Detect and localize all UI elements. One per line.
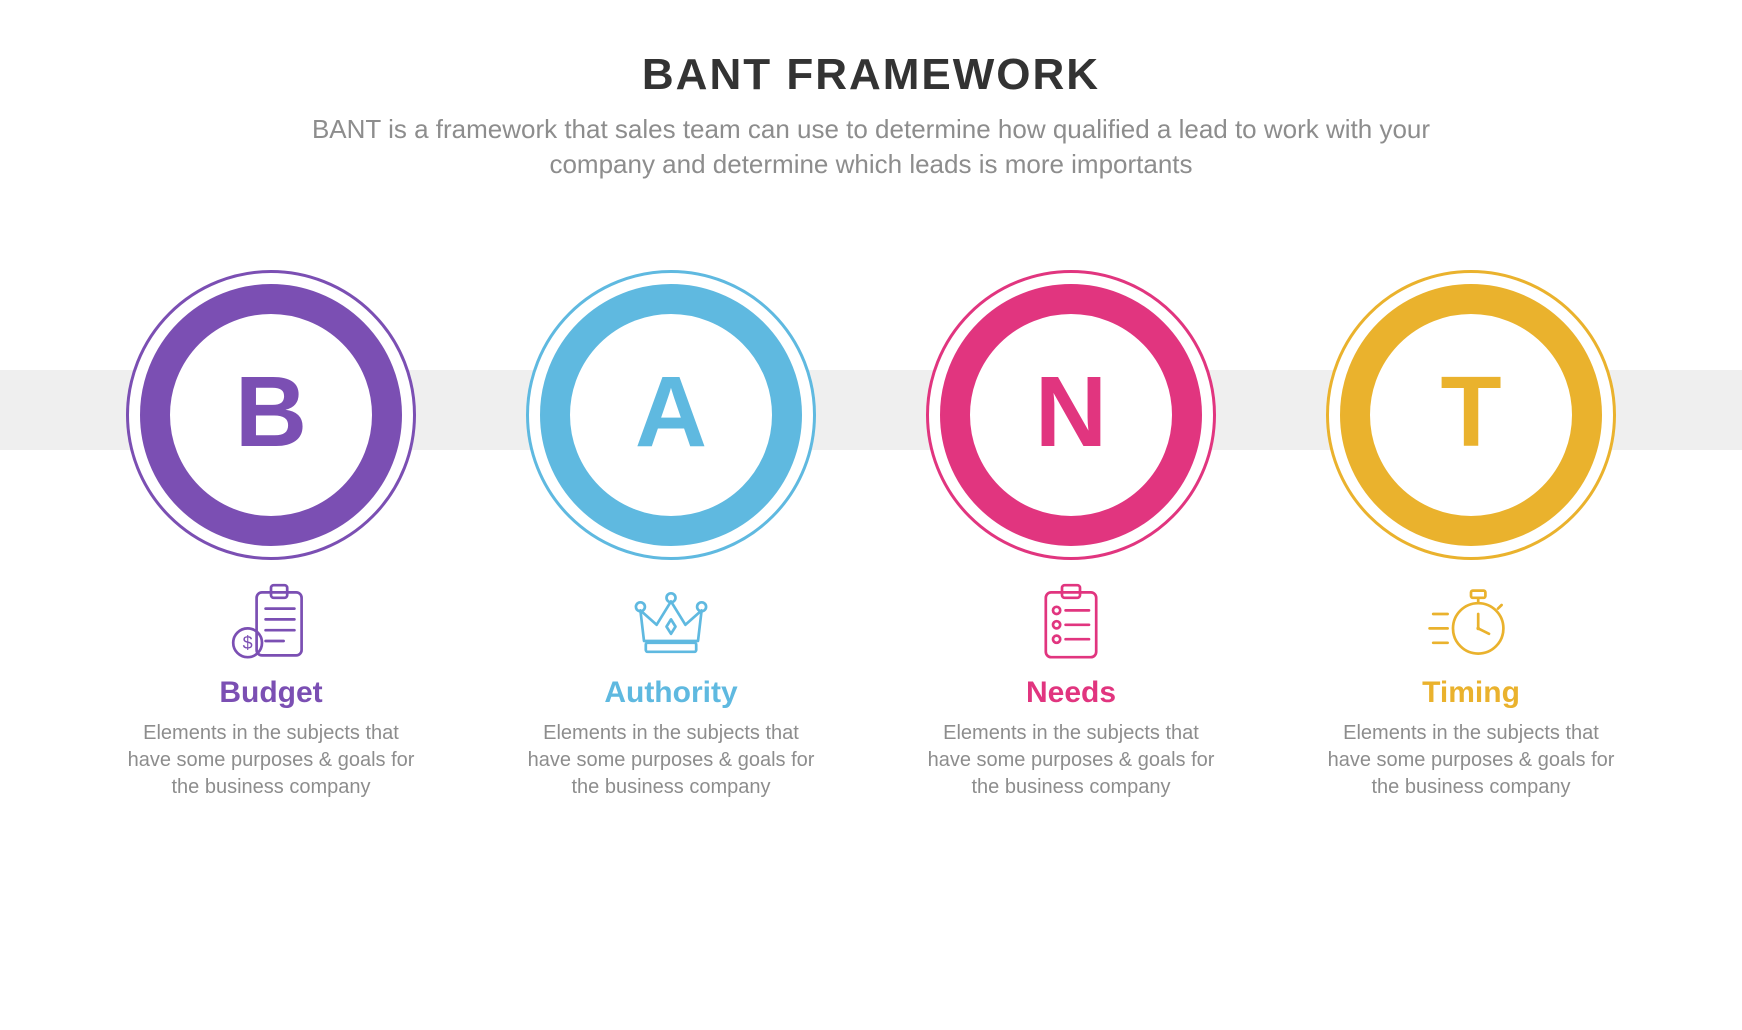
ring-letter: N bbox=[1035, 355, 1107, 470]
item-desc: Elements in the subjects that have some … bbox=[1321, 720, 1621, 801]
item-label: Budget bbox=[219, 676, 322, 710]
item-desc: Elements in the subjects that have some … bbox=[921, 720, 1221, 801]
page-subtitle: BANT is a framework that sales team can … bbox=[261, 112, 1481, 182]
stopwatch-fast-icon bbox=[1421, 578, 1521, 668]
ring-letter: B bbox=[235, 355, 307, 470]
crown-icon bbox=[621, 578, 721, 668]
item-budget: B $ Budget Elements in the subjects that… bbox=[101, 270, 441, 801]
ring-authority: A bbox=[526, 270, 816, 560]
item-desc: Elements in the subjects that have some … bbox=[521, 720, 821, 801]
item-timing: T Timing Elements in the subjects that h… bbox=[1301, 270, 1641, 801]
svg-text:$: $ bbox=[243, 633, 253, 653]
checklist-icon bbox=[1021, 578, 1121, 668]
clipboard-dollar-icon: $ bbox=[221, 578, 321, 668]
ring-timing: T bbox=[1326, 270, 1616, 560]
ring-budget: B bbox=[126, 270, 416, 560]
item-label: Timing bbox=[1422, 676, 1520, 710]
ring-needs: N bbox=[926, 270, 1216, 560]
item-label: Needs bbox=[1026, 676, 1116, 710]
item-needs: N Needs Elements in the subjects that ha… bbox=[901, 270, 1241, 801]
items-row: B $ Budget Elements in the subjects that… bbox=[0, 270, 1742, 801]
item-label: Authority bbox=[604, 676, 737, 710]
item-authority: A Authority Elements in the subjects tha… bbox=[501, 270, 841, 801]
page-title: BANT FRAMEWORK bbox=[0, 50, 1742, 100]
item-desc: Elements in the subjects that have some … bbox=[121, 720, 421, 801]
ring-letter: A bbox=[635, 355, 707, 470]
ring-letter: T bbox=[1440, 355, 1501, 470]
